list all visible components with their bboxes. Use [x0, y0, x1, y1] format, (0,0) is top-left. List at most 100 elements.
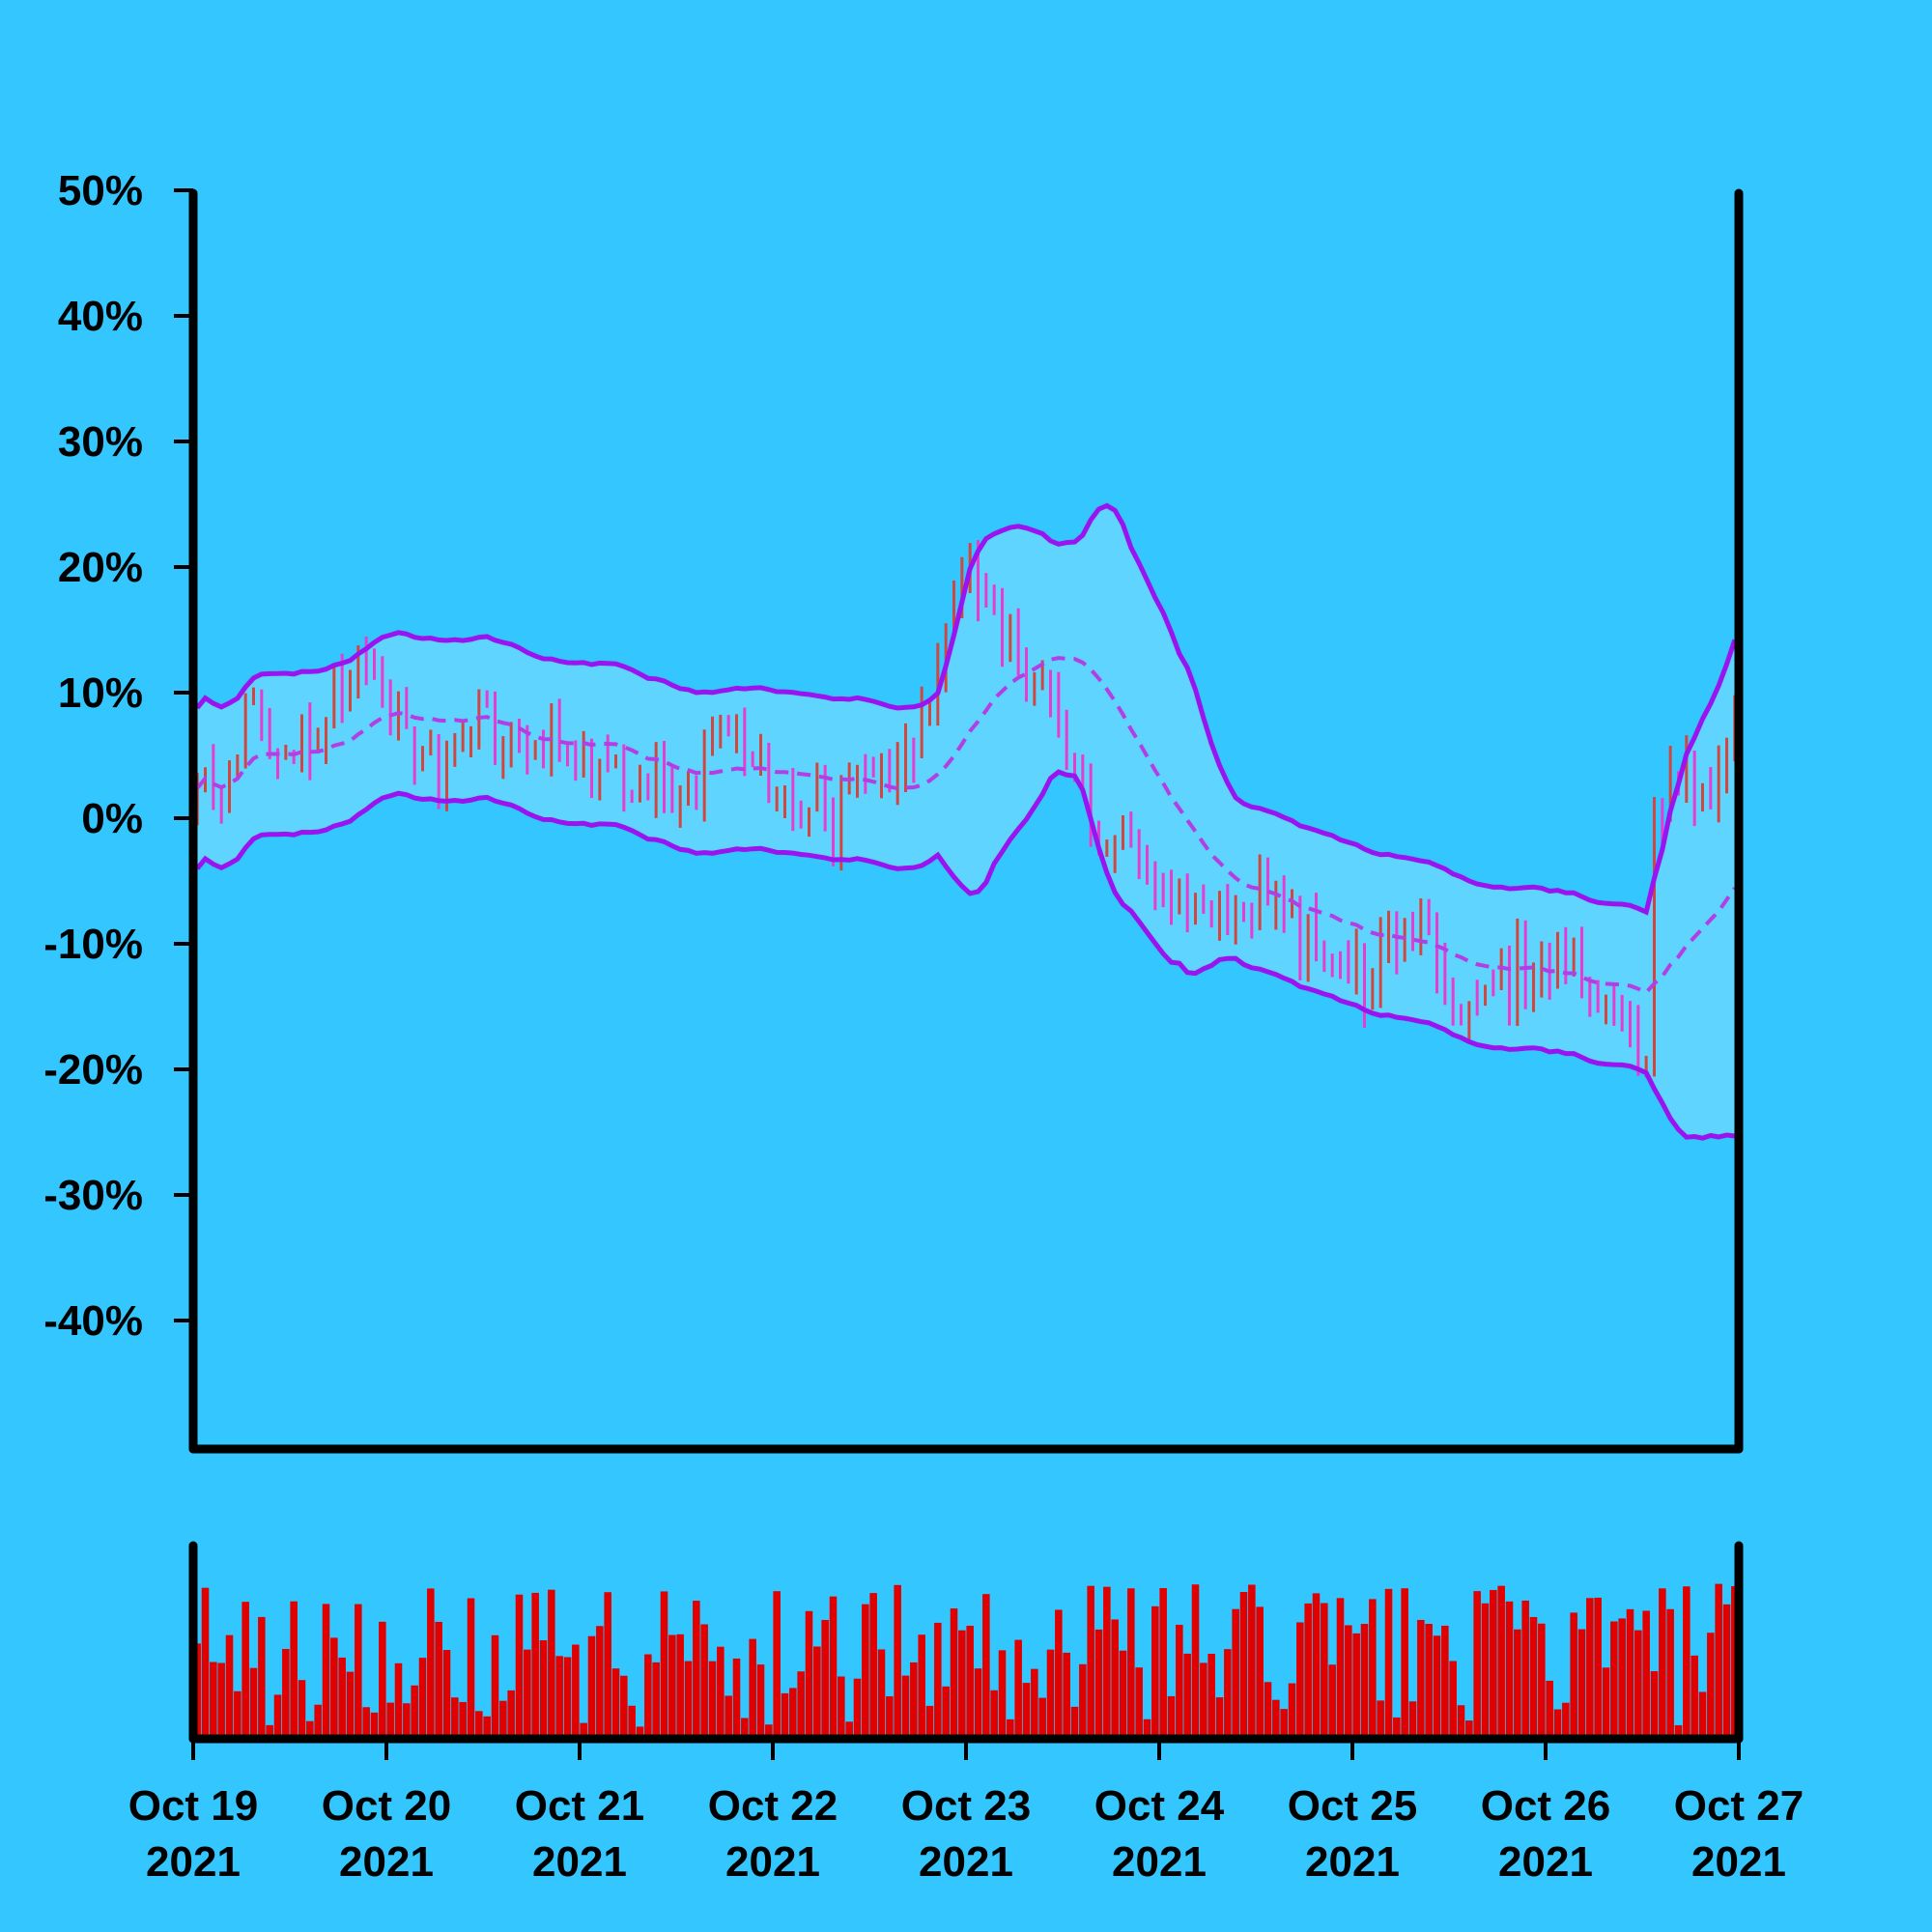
volume-bar	[805, 1610, 813, 1739]
volume-bar	[1618, 1618, 1626, 1739]
volume-bar	[741, 1718, 749, 1739]
volume-bar	[717, 1646, 724, 1739]
volume-bar	[531, 1592, 539, 1739]
y-tick-label: 50%	[58, 167, 143, 214]
volume-bar	[749, 1638, 756, 1739]
volume-bar	[1200, 1662, 1208, 1739]
volume-bar	[1336, 1598, 1345, 1739]
x-tick-label-date: Oct 19	[128, 1782, 259, 1830]
volume-bar	[1296, 1622, 1304, 1739]
volume-bar	[1176, 1624, 1183, 1739]
volume-bar	[1119, 1650, 1127, 1739]
volume-bar	[282, 1648, 290, 1739]
volume-bar	[1369, 1599, 1377, 1739]
volume-bar	[370, 1712, 379, 1739]
x-tick-label-year: 2021	[1305, 1838, 1400, 1886]
volume-bar	[724, 1695, 732, 1739]
volume-bar	[1449, 1661, 1457, 1739]
volume-bar	[1490, 1589, 1497, 1739]
volume-bar	[1159, 1587, 1167, 1739]
volume-bar	[877, 1649, 886, 1739]
volume-bar	[789, 1688, 797, 1739]
upper-band-line	[195, 502, 1738, 916]
volume-bar	[1465, 1720, 1473, 1739]
volume-bar	[475, 1711, 483, 1739]
volume-bar	[693, 1601, 700, 1739]
volume-bar	[942, 1686, 950, 1739]
x-tick-label-date: Oct 27	[1674, 1782, 1804, 1830]
volume-bar	[330, 1637, 338, 1739]
volume-bar	[1232, 1608, 1239, 1739]
volume-bar	[1007, 1719, 1014, 1739]
volume-bar	[668, 1634, 676, 1739]
volume-bar	[1715, 1583, 1722, 1739]
volume-bar	[644, 1654, 652, 1739]
volume-bar	[1208, 1654, 1215, 1739]
volume-bar	[684, 1661, 693, 1739]
x-tick-label-date: Oct 25	[1288, 1782, 1418, 1830]
volume-bar	[1384, 1588, 1393, 1739]
y-tick-label: 40%	[58, 293, 143, 340]
volume-bar	[910, 1662, 918, 1739]
volume-bar	[862, 1604, 869, 1739]
volume-bar	[652, 1662, 660, 1739]
x-tick-label-year: 2021	[1498, 1838, 1593, 1886]
volume-bar	[1111, 1619, 1119, 1739]
volume-bar	[1481, 1603, 1490, 1739]
volume-bar	[821, 1619, 829, 1739]
volume-bar	[1650, 1671, 1659, 1739]
volume-bar	[314, 1704, 322, 1739]
volume-bar	[563, 1657, 572, 1739]
volume-bar	[838, 1676, 845, 1739]
volume-bar	[1103, 1586, 1111, 1739]
volume-bar	[1401, 1588, 1408, 1739]
volume-bar	[379, 1621, 386, 1739]
y-tick-label: -40%	[43, 1297, 143, 1345]
volume-bar	[249, 1667, 258, 1739]
volume-bar	[346, 1671, 355, 1739]
volume-bar	[1280, 1709, 1288, 1739]
volume-bar	[1191, 1584, 1200, 1739]
volume-bar	[1328, 1664, 1336, 1739]
volume-bar	[1594, 1597, 1602, 1739]
volume-bar	[1215, 1697, 1224, 1739]
volume-bar	[1698, 1691, 1707, 1739]
volume-bar	[611, 1668, 620, 1739]
volume-bar	[1046, 1649, 1055, 1739]
volume-bar	[676, 1634, 684, 1739]
volume-bar	[732, 1658, 741, 1739]
x-tick-label-date: Oct 20	[322, 1782, 452, 1830]
volume-bar	[1264, 1682, 1272, 1739]
volume-bar	[1634, 1630, 1642, 1739]
volume-bar	[290, 1601, 298, 1739]
volume-bar	[1070, 1706, 1079, 1739]
volume-bar	[765, 1724, 773, 1739]
volume-bar	[1087, 1585, 1094, 1739]
lower-band-line	[195, 769, 1736, 1141]
volume-bar	[894, 1584, 901, 1739]
x-tick-label-year: 2021	[919, 1838, 1013, 1886]
volume-bar	[1360, 1624, 1369, 1739]
volume-bar	[869, 1593, 877, 1739]
volume-bar	[1127, 1588, 1135, 1739]
volume-bar	[1167, 1695, 1176, 1739]
volume-bar	[829, 1596, 838, 1739]
y-tick-label: -10%	[43, 921, 143, 968]
volume-bar	[201, 1587, 210, 1739]
volume-bar	[700, 1624, 708, 1739]
volume-bar	[507, 1690, 515, 1739]
volume-bar	[338, 1657, 346, 1739]
volume-bar	[1610, 1621, 1618, 1739]
volume-bar	[1707, 1633, 1715, 1739]
y-tick-label: -20%	[43, 1046, 143, 1094]
volume-bar	[1239, 1592, 1248, 1739]
volume-bar	[845, 1721, 853, 1739]
volume-bar	[773, 1591, 781, 1739]
volume-bar	[1666, 1608, 1674, 1739]
volume-bar	[266, 1724, 273, 1739]
volume-bar	[515, 1594, 524, 1739]
x-tick-label-year: 2021	[532, 1838, 627, 1886]
volume-bar	[998, 1650, 1007, 1739]
